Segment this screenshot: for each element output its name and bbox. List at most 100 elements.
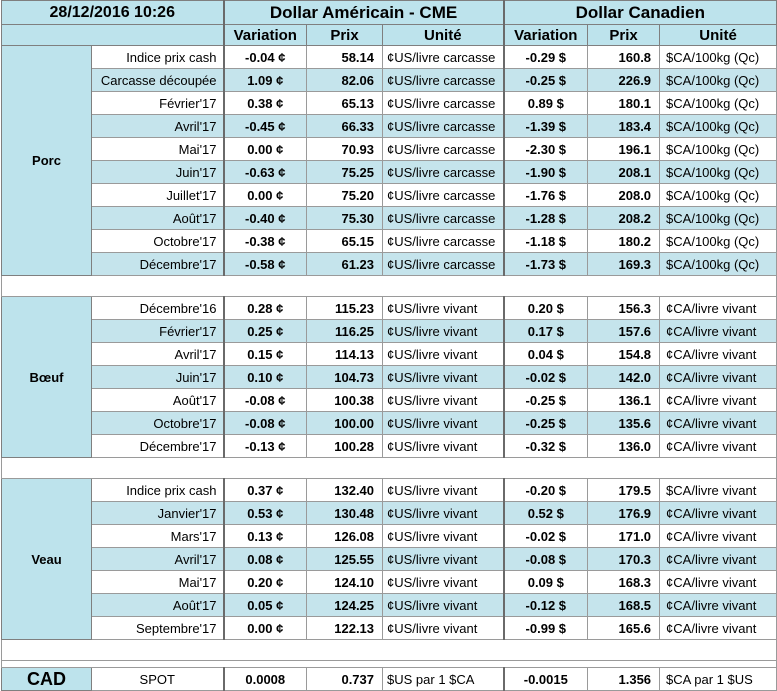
usd-price: 132.40 <box>306 478 384 502</box>
usd-price: 65.15 <box>306 229 384 253</box>
cad-variation: 0.17 $ <box>502 319 589 343</box>
usd-unite-header: Unité <box>382 24 505 46</box>
header-blank <box>0 24 225 46</box>
row-label: Décembre'17 <box>90 252 225 276</box>
usd-variation: 0.00 ¢ <box>222 137 308 161</box>
cad-unit: $CA/100kg (Qc) <box>659 183 777 207</box>
cad-unite-header: Unité <box>659 24 777 46</box>
usd-unit: $US par 1 $CA <box>382 667 505 691</box>
row-label: Février'17 <box>90 319 225 343</box>
group-label-boeuf: Bœuf <box>1 296 92 458</box>
cad-unit: ¢CA/livre vivant <box>659 411 777 435</box>
usd-price: 66.33 <box>306 114 384 138</box>
spacer-cell <box>0 457 777 479</box>
usd-unit: ¢US/livre carcasse <box>382 137 505 161</box>
usd-variation: -0.13 ¢ <box>222 434 308 458</box>
cad-variation: -0.25 $ <box>502 388 589 412</box>
table-row: Août'17 -0.40 ¢ 75.30 ¢US/livre carcasse -1.… <box>2 206 777 230</box>
table-row: Février'17 0.25 ¢ 116.25 ¢US/livre vivant 0.… <box>2 319 777 343</box>
row-label: Août'17 <box>90 593 225 617</box>
cad-unit: ¢CA/livre vivant <box>659 296 777 320</box>
cad-variation: -1.39 $ <box>502 114 589 138</box>
cad-unit: $CA/100kg (Qc) <box>659 206 777 230</box>
cad-unit: ¢CA/livre vivant <box>659 365 777 389</box>
usd-variation: 0.00 ¢ <box>222 616 308 640</box>
cad-variation: -0.25 $ <box>502 411 589 435</box>
cad-price: 165.6 <box>587 616 661 640</box>
row-label: Janvier'17 <box>90 501 225 525</box>
cad-variation: -0.12 $ <box>502 593 589 617</box>
cad-price: 160.8 <box>587 45 661 69</box>
table-row: Carcasse découpée 1.09 ¢ 82.06 ¢US/livre ca… <box>2 68 777 92</box>
cad-unit: $CA/livre vivant <box>659 478 777 502</box>
section-spacer <box>0 275 777 297</box>
cad-section-title: Dollar Canadien <box>502 0 777 25</box>
cad-variation: -0.25 $ <box>502 68 589 92</box>
row-label: Mai'17 <box>90 570 225 594</box>
section-spacer <box>0 457 777 479</box>
usd-unit: ¢US/livre vivant <box>382 319 505 343</box>
usd-unit: ¢US/livre vivant <box>382 524 505 548</box>
usd-variation-header: Variation <box>222 24 308 46</box>
usd-price: 58.14 <box>306 45 384 69</box>
usd-price: 125.55 <box>306 547 384 571</box>
usd-variation: 0.0008 <box>222 667 308 691</box>
usd-price: 100.38 <box>306 388 384 412</box>
cad-price: 168.5 <box>587 593 661 617</box>
row-label: Septembre'17 <box>90 616 225 640</box>
row-label: Avril'17 <box>90 547 225 571</box>
cad-unit: ¢CA/livre vivant <box>659 547 777 571</box>
table-row: Janvier'17 0.53 ¢ 130.48 ¢US/livre vivant 0.… <box>2 501 777 525</box>
spacer-cell <box>0 660 777 668</box>
cad-price: 170.3 <box>587 547 661 571</box>
table-row: Porc Indice prix cash -0.04 ¢ 58.14 ¢US/livr… <box>1 45 777 276</box>
row-label: Août'17 <box>90 388 225 412</box>
row-label: Octobre'17 <box>90 411 225 435</box>
cad-price: 168.3 <box>587 570 661 594</box>
table-row: Février'17 0.38 ¢ 65.13 ¢US/livre carcasse 0… <box>2 91 777 115</box>
cad-unit: $CA/100kg (Qc) <box>659 229 777 253</box>
usd-price: 70.93 <box>306 137 384 161</box>
usd-price: 130.48 <box>306 501 384 525</box>
usd-variation: 0.13 ¢ <box>222 524 308 548</box>
cad-unit: ¢CA/livre vivant <box>659 524 777 548</box>
row-label: Juin'17 <box>90 160 225 184</box>
usd-prix-header: Prix <box>306 24 384 46</box>
table-row: Juillet'17 0.00 ¢ 75.20 ¢US/livre carcasse -… <box>2 183 777 207</box>
usd-unit: ¢US/livre vivant <box>382 501 505 525</box>
cad-unit: ¢CA/livre vivant <box>659 501 777 525</box>
table-row: Bœuf Décembre'16 0.28 ¢ 115.23 ¢US/livre viv… <box>1 296 777 458</box>
table-row: Avril'17 0.08 ¢ 125.55 ¢US/livre vivant -0.0… <box>2 547 777 571</box>
usd-unit: ¢US/livre vivant <box>382 411 505 435</box>
table-row: Mai'17 0.20 ¢ 124.10 ¢US/livre vivant 0.09 $… <box>2 570 777 594</box>
usd-unit: ¢US/livre carcasse <box>382 68 505 92</box>
table-row: Septembre'17 0.00 ¢ 122.13 ¢US/livre vivant… <box>2 616 777 640</box>
usd-unit: ¢US/livre vivant <box>382 593 505 617</box>
usd-variation: -0.08 ¢ <box>222 411 308 435</box>
cad-variation: 0.52 $ <box>502 501 589 525</box>
cad-variation: -0.02 $ <box>502 524 589 548</box>
cad-unit: $CA/100kg (Qc) <box>659 68 777 92</box>
usd-variation: 0.38 ¢ <box>222 91 308 115</box>
usd-unit: ¢US/livre carcasse <box>382 114 505 138</box>
row-label: Juillet'17 <box>90 183 225 207</box>
row-label: Décembre'16 <box>90 296 225 320</box>
cad-variation: 0.09 $ <box>502 570 589 594</box>
table-row: Avril'17 0.15 ¢ 114.13 ¢US/livre vivant 0.04… <box>2 342 777 366</box>
cad-spot-row: CAD SPOT 0.0008 0.737 $US par 1 $CA -0.0015 1.… <box>1 667 777 691</box>
cad-variation: -1.73 $ <box>502 252 589 276</box>
cad-unit: ¢CA/livre vivant <box>659 593 777 617</box>
table-row: Mars'17 0.13 ¢ 126.08 ¢US/livre vivant -0.02… <box>2 524 777 548</box>
usd-price: 75.30 <box>306 206 384 230</box>
cad-unit: $CA/100kg (Qc) <box>659 91 777 115</box>
usd-price: 75.20 <box>306 183 384 207</box>
row-label: Février'17 <box>90 91 225 115</box>
cad-unit: $CA/100kg (Qc) <box>659 160 777 184</box>
cad-price: 154.8 <box>587 342 661 366</box>
cad-price: 157.6 <box>587 319 661 343</box>
cad-variation: 0.20 $ <box>502 296 589 320</box>
table-row: Juin'17 -0.63 ¢ 75.25 ¢US/livre carcasse -1.… <box>2 160 777 184</box>
usd-unit: ¢US/livre vivant <box>382 616 505 640</box>
usd-variation: 0.20 ¢ <box>222 570 308 594</box>
usd-price: 114.13 <box>306 342 384 366</box>
